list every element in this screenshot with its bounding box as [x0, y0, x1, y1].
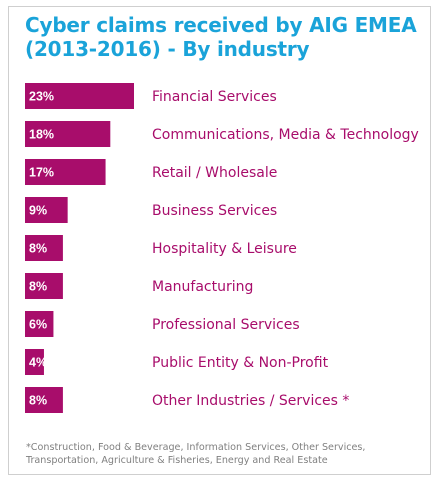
category-label: Manufacturing	[152, 279, 253, 295]
bar-value-label: 17%	[29, 166, 54, 180]
chart-title: Cyber claims received by AIG EMEA (2013-…	[25, 13, 425, 61]
bar	[25, 83, 134, 109]
bar-group: 6% Professional Services	[25, 311, 300, 337]
bar	[25, 235, 63, 261]
bar-group: 8% Other Industries / Services *	[25, 387, 349, 413]
category-label: Other Industries / Services *	[152, 393, 349, 409]
category-label: Financial Services	[152, 89, 277, 105]
category-label: Professional Services	[152, 317, 300, 333]
bar-group: 9% Business Services	[25, 197, 277, 223]
bar	[25, 311, 54, 337]
bar	[25, 387, 63, 413]
chart-title-line-1: Cyber claims received by AIG EMEA	[25, 13, 417, 37]
bar-group: 8% Manufacturing	[25, 273, 253, 299]
category-label: Communications, Media & Technology	[152, 127, 419, 143]
chart-card: Cyber claims received by AIG EMEA (2013-…	[8, 6, 431, 475]
bar-value-label: 9%	[29, 204, 47, 218]
bar-group: 4% Public Entity & Non-Profit	[25, 349, 329, 375]
bar-chart: 23% Financial Services 18% Communications, …	[25, 83, 419, 413]
bar-value-label: 6%	[29, 318, 47, 332]
bar-group: 8% Hospitality & Leisure	[25, 235, 297, 261]
bar-value-label: 8%	[29, 280, 47, 294]
bar	[25, 121, 111, 147]
chart-title-line-2: (2013-2016) - By industry	[25, 37, 310, 61]
bar-value-label: 8%	[29, 242, 47, 256]
bar-value-label: 4%	[29, 356, 47, 370]
category-label: Business Services	[152, 203, 277, 219]
bar	[25, 159, 106, 185]
bar-value-label: 8%	[29, 394, 47, 408]
category-label: Retail / Wholesale	[152, 165, 277, 181]
bar	[25, 273, 63, 299]
bar-group: 23% Financial Services	[25, 83, 277, 109]
bar-group: 17% Retail / Wholesale	[25, 159, 277, 185]
chart-footnote: *Construction, Food & Beverage, Informat…	[26, 442, 366, 466]
bar	[25, 349, 44, 375]
category-label: Public Entity & Non-Profit	[152, 355, 329, 371]
bar	[25, 197, 68, 223]
category-label: Hospitality & Leisure	[152, 241, 297, 257]
bar-value-label: 23%	[29, 90, 54, 104]
bar-value-label: 18%	[29, 128, 54, 142]
bar-group: 18% Communications, Media & Technology	[25, 121, 419, 147]
